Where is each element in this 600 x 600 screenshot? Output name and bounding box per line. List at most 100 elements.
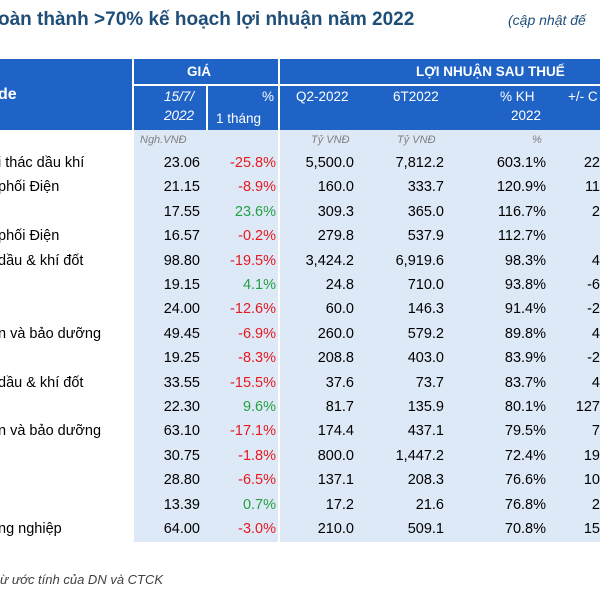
cell-chg: -25.8%	[230, 155, 276, 171]
table-row: 19.25 -8.3% 208.8 403.0 83.9% -2	[0, 347, 600, 371]
cell-price: 23.06	[163, 155, 200, 171]
cell-kh: 80.1%	[504, 399, 546, 415]
header-price-date-cell	[134, 86, 206, 130]
cell-price: 17.55	[163, 203, 200, 220]
header-price-group: GIÁ	[187, 64, 212, 79]
cell-chg: -8.9%	[238, 179, 276, 196]
cell-yoy: 2	[591, 203, 600, 220]
cell-chg: 0.7%	[242, 496, 276, 513]
cell-price: 22.30	[163, 399, 200, 415]
cell-h1: 1,447.2	[395, 447, 444, 464]
cell-q2: 800.0	[317, 447, 354, 464]
cell-chg: 23.6%	[234, 203, 276, 220]
cell-q2: 260.0	[317, 325, 354, 342]
cell-h1: 208.3	[407, 472, 444, 489]
cell-q2: 24.8	[325, 277, 354, 293]
cell-q2: 210.0	[317, 521, 354, 537]
cell-q2: 5,500.0	[305, 155, 354, 171]
cell-yoy: -6	[587, 277, 600, 293]
cell-h1: 21.6	[415, 496, 444, 513]
table-row: 13.39 0.7% 17.2 21.6 76.8% 2	[0, 494, 600, 518]
cell-h1: 365.0	[407, 203, 444, 220]
cell-q2: 160.0	[317, 179, 354, 196]
unit-q2: Tỷ VNĐ	[311, 134, 350, 146]
cell-kh: 120.9%	[496, 179, 546, 196]
cell-q2: 81.7	[325, 399, 354, 415]
header-6t: 6T2022	[393, 89, 439, 104]
cell-q2: 17.2	[325, 496, 354, 513]
cell-chg: -3.0%	[238, 521, 276, 537]
table-row: dầu & khí đốt 98.80 -19.5% 3,424.2 6,919.6 98…	[0, 250, 600, 274]
cell-price: 63.10	[163, 423, 200, 440]
cell-h1: 710.0	[407, 277, 444, 293]
unit-price: Ngh.VNĐ	[140, 134, 187, 146]
update-note: (cập nhật đế	[508, 12, 586, 28]
header-kh-line2: 2022	[511, 108, 542, 123]
cell-yoy: -2	[587, 301, 600, 318]
cell-yoy: 19	[583, 447, 600, 464]
header-kh-line1: % KH	[500, 89, 535, 104]
cell-price: 28.80	[163, 472, 200, 489]
cell-yoy: 10	[583, 472, 600, 489]
cell-kh: 93.8%	[504, 277, 546, 293]
cell-kh: 91.4%	[504, 301, 546, 318]
data-band	[134, 130, 600, 542]
cell-price: 13.39	[163, 496, 200, 513]
cell-q2: 279.8	[317, 228, 354, 245]
table-row: 19.15 4.1% 24.8 710.0 93.8% -6	[0, 274, 600, 298]
cell-name: ng nghiệp	[0, 521, 62, 537]
cell-price: 33.55	[163, 374, 200, 391]
cell-h1: 146.3	[407, 301, 444, 318]
cell-name: phối Điện	[0, 228, 60, 245]
cell-kh: 83.9%	[504, 350, 546, 367]
cell-h1: 537.9	[407, 228, 444, 245]
header-profit-group-cell	[280, 59, 600, 84]
cell-yoy: 4	[591, 325, 600, 342]
column-divider	[278, 130, 280, 542]
cell-h1: 437.1	[407, 423, 444, 440]
unit-kh: %	[532, 134, 542, 146]
cell-yoy: 22	[583, 155, 600, 171]
header-pct-line2: 1 tháng	[216, 111, 262, 126]
header-pct-cell	[208, 86, 278, 130]
cell-price: 30.75	[163, 447, 200, 464]
table-row: ng nghiệp 64.00 -3.0% 210.0 509.1 70.8% 15	[0, 518, 600, 542]
cell-chg: -1.8%	[238, 447, 276, 464]
cell-h1: 6,919.6	[395, 252, 444, 269]
cell-chg: -15.5%	[230, 374, 276, 391]
table-title: oàn thành >70% kế hoạch lợi nhuận năm 20…	[0, 9, 415, 30]
header-yoy: +/- C	[568, 89, 598, 104]
header-q2: Q2-2022	[296, 89, 349, 104]
header-name-label: de	[0, 86, 17, 103]
cell-name: i thác dầu khí	[0, 155, 85, 171]
footnote: ừ ước tính của DN và CTCK	[0, 572, 164, 587]
cell-yoy: 4	[591, 374, 600, 391]
cell-price: 24.00	[163, 301, 200, 318]
cell-name: n và bảo dưỡng	[0, 423, 102, 440]
cell-yoy: 4	[591, 252, 600, 269]
cell-kh: 603.1%	[496, 155, 546, 171]
cell-chg: -17.1%	[230, 423, 276, 440]
cell-q2: 3,424.2	[305, 252, 354, 269]
table-row: dầu & khí đốt 33.55 -15.5% 37.6 73.7 83.7% 4	[0, 372, 600, 396]
table-row: n và bảo dưỡng 49.45 -6.9% 260.0 579.2 89.8% 4	[0, 323, 600, 347]
cell-chg: -0.2%	[238, 228, 276, 245]
cell-q2: 60.0	[325, 301, 354, 318]
cell-q2: 37.6	[325, 374, 354, 391]
unit-6t: Tỷ VNĐ	[397, 134, 436, 146]
page-title: oàn thành >70% kế hoạch lợi nhuận năm 20…	[0, 0, 600, 36]
table-row: phối Điện 21.15 -8.9% 160.0 333.7 120.9% 11	[0, 176, 600, 200]
cell-kh: 76.8%	[504, 496, 546, 513]
table-row: i thác dầu khí 23.06 -25.8% 5,500.0 7,812.2 6…	[0, 152, 600, 176]
cell-h1: 403.0	[407, 350, 444, 367]
cell-yoy: 11	[584, 179, 600, 196]
cell-yoy: 15	[583, 521, 600, 537]
cell-kh: 76.6%	[504, 472, 546, 489]
header-profit-group: LỢI NHUẬN SAU THUẾ	[416, 64, 565, 79]
table-row: 17.55 23.6% 309.3 365.0 116.7% 2	[0, 201, 600, 225]
table-row: 28.80 -6.5% 137.1 208.3 76.6% 10	[0, 469, 600, 493]
cell-price: 16.57	[163, 228, 200, 245]
cell-kh: 116.7%	[497, 203, 546, 220]
cell-price: 19.25	[163, 350, 200, 367]
cell-kh: 70.8%	[504, 521, 546, 537]
